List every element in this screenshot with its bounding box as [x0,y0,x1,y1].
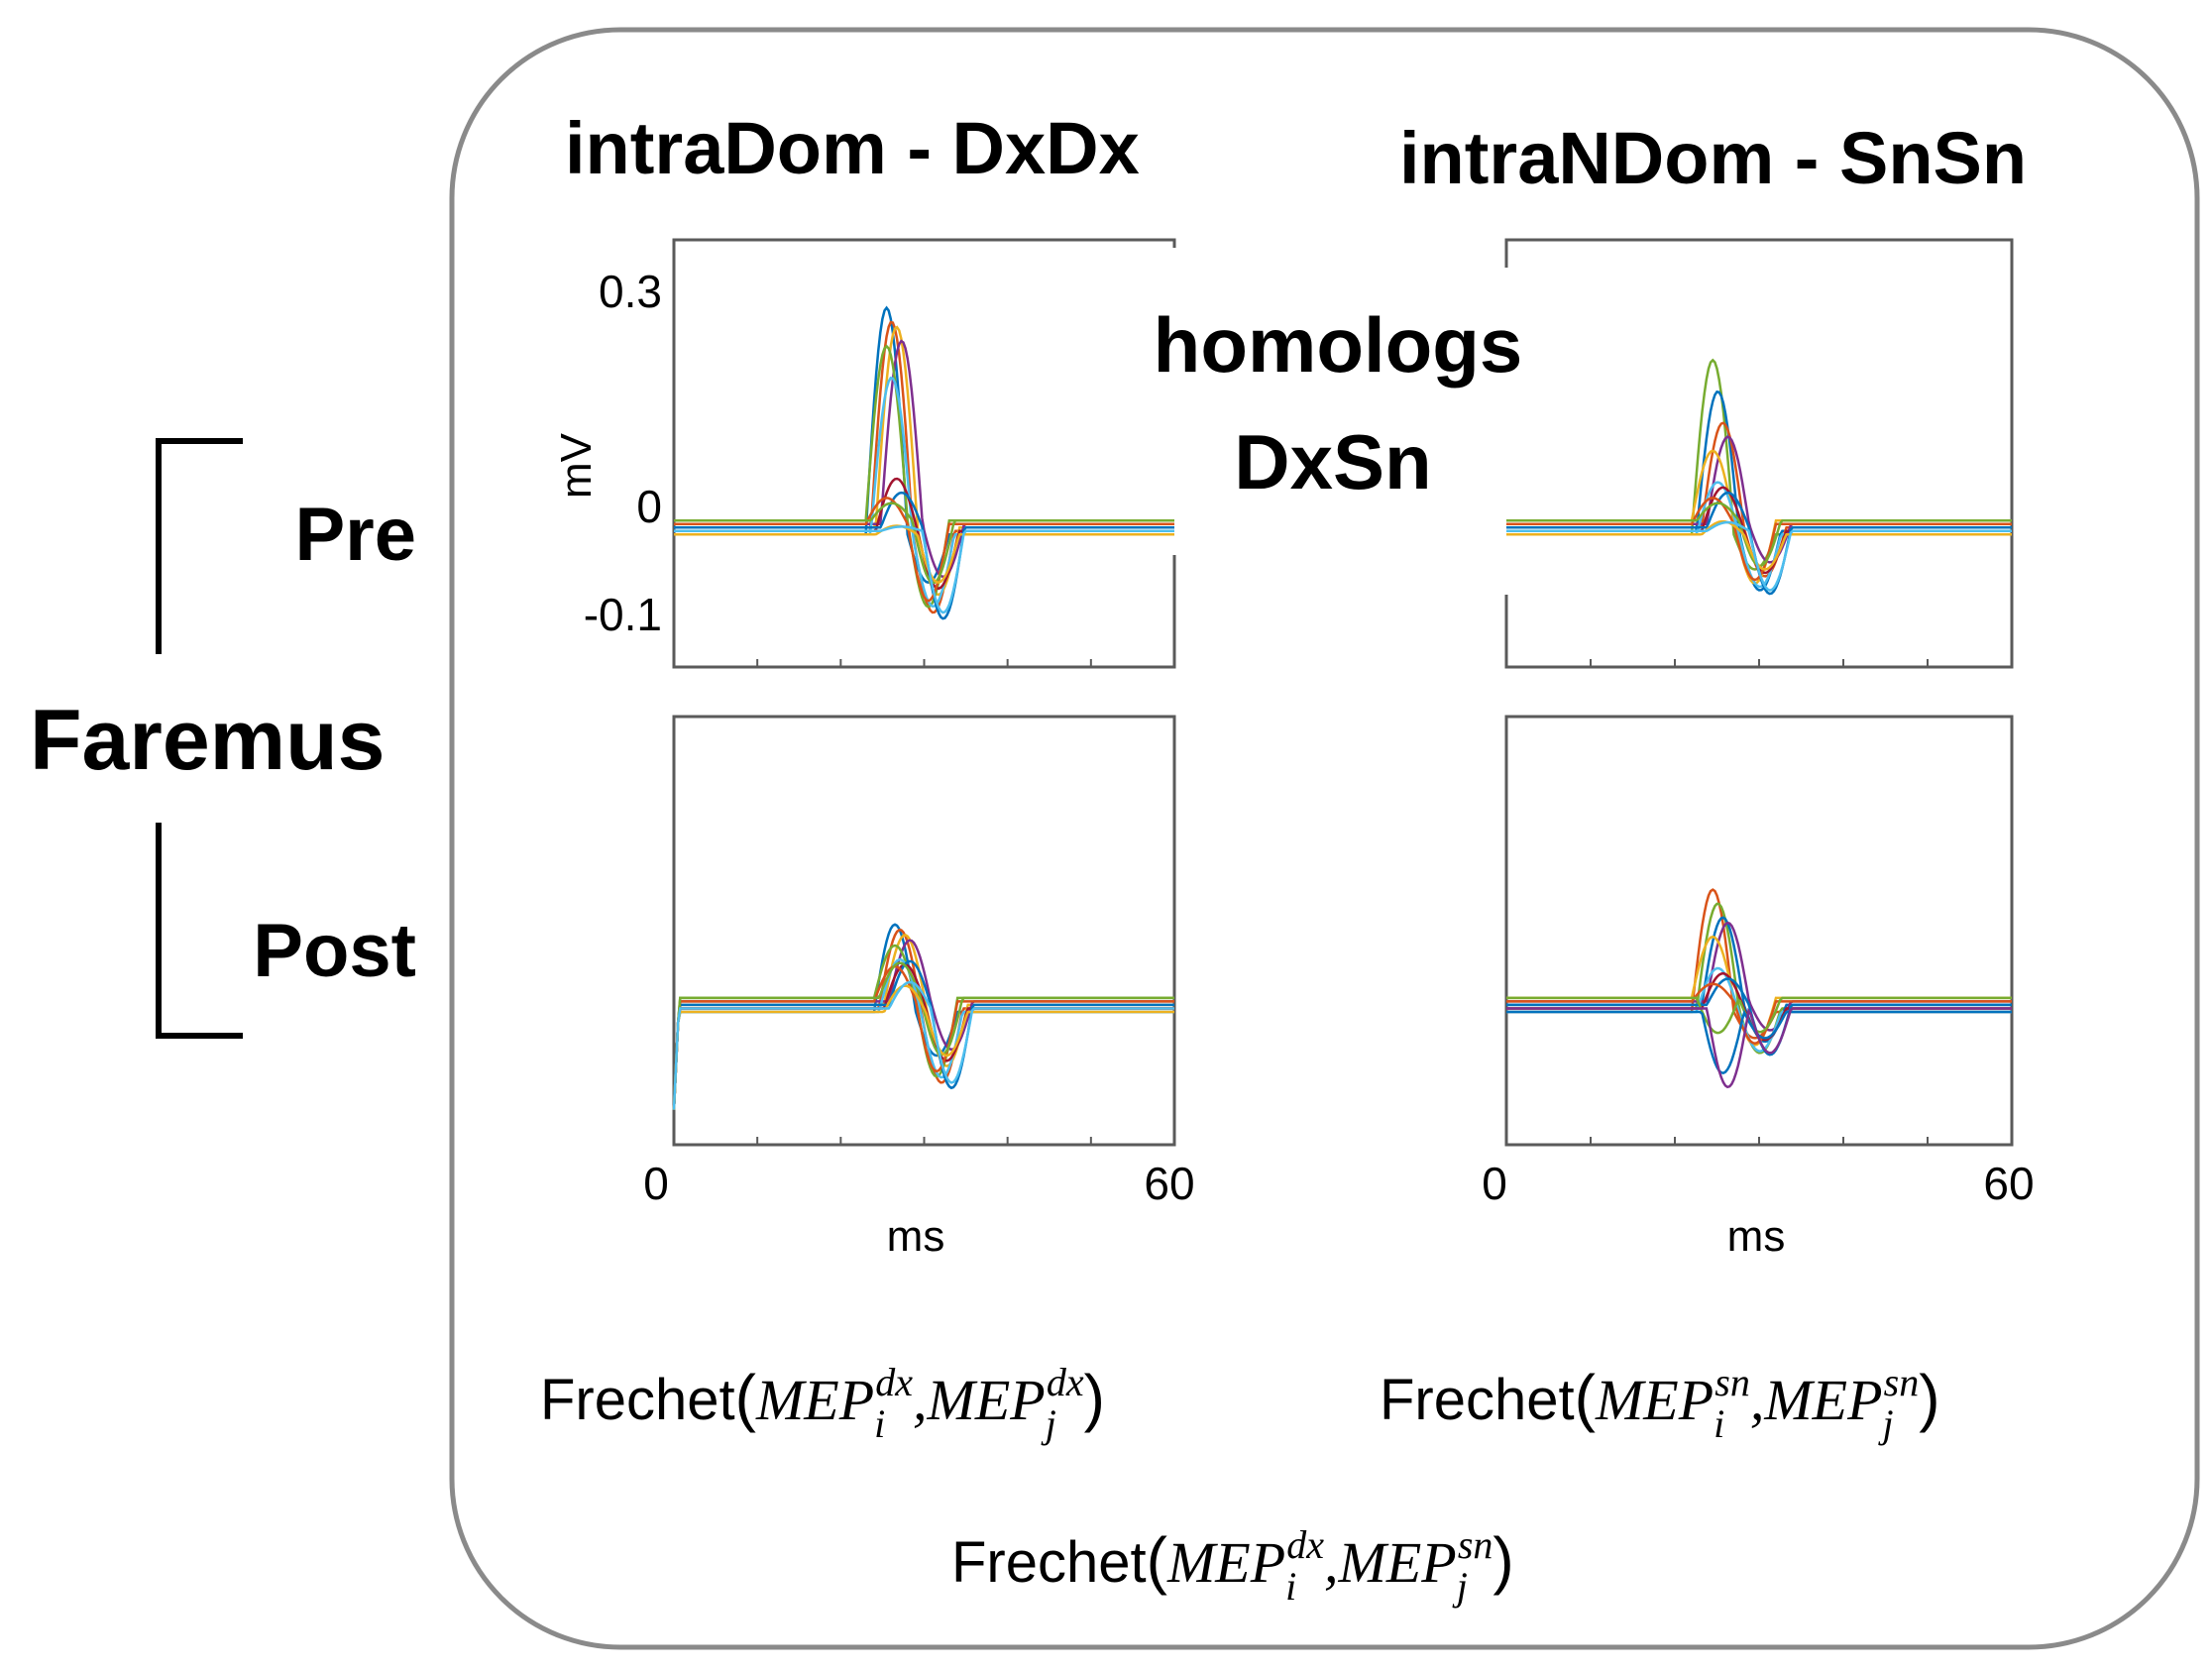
axes-br-frame [1504,715,2014,1147]
label-pre: Pre [294,493,416,577]
mep-trace [674,502,1174,585]
formula-left-sup-a: dx [875,1360,913,1404]
mep-trace [1506,921,2012,1032]
formula-right-prefix: Frechet [1380,1368,1575,1432]
formula-right-close: ) [1919,1362,1939,1433]
formula-left: Frechet(MEPidx,MEPjdx) [540,1360,1105,1446]
mep-trace [674,525,1174,614]
mep-trace [672,980,1174,1110]
xtick-right-end: 60 [1983,1158,2034,1209]
title-center-line2: DxSn [1234,418,1431,505]
formula-right-base-a: MEP [1595,1368,1714,1432]
xtick-right-start: 0 [1482,1158,1507,1209]
formula-left-sub-a: i [874,1401,885,1446]
formula-right-sub-a: i [1714,1401,1724,1446]
formula-bottom-base-b: MEP [1338,1530,1457,1595]
formula-right-open: ( [1575,1362,1596,1433]
formula-left-close: ) [1084,1362,1105,1433]
xtick-left-end: 60 [1144,1158,1194,1209]
formula-bottom-comma: , [1324,1530,1339,1595]
axes-bl-frame [672,715,1176,1147]
ytick-minus-0-1: -0.1 [584,589,662,640]
formula-left-prefix: Frechet [540,1368,735,1432]
axes-tr-frame [1504,238,2014,669]
formula-right-comma: , [1750,1368,1765,1432]
mep-trace [1506,449,2012,585]
mep-trace [1506,971,2012,1042]
formula-bottom-close: ) [1493,1524,1513,1596]
formula-left-comma: , [913,1368,928,1432]
formula-bottom-open: ( [1147,1524,1167,1596]
formula-right-base-b: MEP [1763,1368,1882,1432]
mep-trace [1506,519,2012,571]
bracket-top [156,438,243,654]
mep-trace [672,984,1174,1110]
mep-trace [672,964,1174,1110]
label-group: Faremus [30,693,386,788]
x-axis-label-left: ms [887,1212,945,1261]
formula-left-sup-b: dx [1047,1360,1084,1404]
title-center-line1: homologs [1154,301,1523,389]
mep-trace [1506,497,2012,582]
formula-bottom-sub-b: j [1452,1564,1468,1609]
mep-trace [672,961,1174,1110]
mep-trace [674,497,1174,603]
formula-bottom-sub-a: i [1285,1564,1296,1609]
formula-bottom-base-a: MEP [1166,1530,1285,1595]
x-axis-label-right: ms [1727,1212,1786,1261]
ytick-0-3: 0.3 [599,266,662,317]
xtick-left-start: 0 [643,1158,669,1209]
formula-left-base-a: MEP [755,1368,874,1432]
rounded-frame [449,27,2200,1650]
mep-trace [1506,435,2012,564]
y-axis-label: mV [552,432,601,499]
mep-trace [1506,421,2012,578]
mep-trace [1506,390,2012,592]
mep-trace [1506,1007,2012,1089]
formula-bottom-sup-a: dx [1286,1522,1324,1567]
mep-trace [1506,902,2012,1055]
formula-right: Frechet(MEPisn,MEPjsn) [1380,1360,1940,1446]
formula-left-open: ( [735,1362,756,1433]
formula-right-sup-b: sn [1884,1360,1920,1404]
title-right: intraNDom - SnSn [1399,117,2027,199]
mep-trace [1506,888,2012,1040]
mep-trace [1506,996,2012,1035]
mep-trace [1506,358,2012,571]
formula-right-sup-a: sn [1714,1360,1750,1404]
bracket-bottom [156,823,243,1039]
mep-trace [1506,935,2012,1047]
formula-bottom: Frechet(MEPidx,MEPjsn) [951,1522,1514,1609]
formula-right-sub-b: j [1878,1401,1894,1446]
formula-left-base-b: MEP [927,1368,1046,1432]
mep-trace [672,959,1174,1110]
trace-layer [672,305,2012,1145]
formula-bottom-prefix: Frechet [951,1530,1147,1595]
title-left: intraDom - DxDx [565,107,1140,189]
formula-left-sub-b: j [1041,1401,1056,1446]
label-post: Post [253,909,416,993]
formula-bottom-sup-b: sn [1458,1522,1493,1567]
ytick-0: 0 [636,481,662,532]
mep-trace [1506,520,2012,592]
mep-trace [674,524,1174,584]
mep-trace [672,929,1174,1110]
axes-tl-frame [672,238,1176,669]
center-title-bg [1135,297,1551,515]
